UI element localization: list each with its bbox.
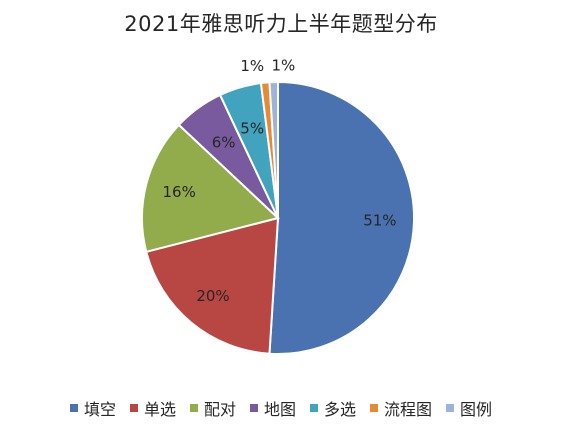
legend-item-配对: 配对 bbox=[189, 396, 236, 420]
slice-label-多选: 5% bbox=[240, 120, 264, 138]
slice-label-流程图: 1% bbox=[240, 57, 264, 75]
pie-slice-填空 bbox=[268, 80, 416, 355]
legend-label: 流程图 bbox=[384, 400, 433, 419]
legend-label: 图例 bbox=[460, 400, 493, 419]
slice-label-填空: 51% bbox=[363, 212, 396, 230]
legend-swatch bbox=[189, 404, 198, 412]
legend-swatch bbox=[249, 404, 258, 412]
legend-label: 填空 bbox=[83, 400, 116, 419]
legend-swatch bbox=[69, 404, 78, 412]
legend-label: 单选 bbox=[143, 400, 176, 419]
legend-swatch bbox=[370, 404, 379, 412]
chart-title: 2021年雅思听力上半年题型分布 bbox=[124, 12, 438, 36]
slice-label-配对: 16% bbox=[163, 183, 196, 201]
legend-item-图例: 图例 bbox=[446, 396, 492, 420]
legend-label: 多选 bbox=[324, 400, 357, 419]
slice-label-地图: 6% bbox=[212, 134, 236, 152]
legend-swatch bbox=[310, 404, 318, 412]
legend-swatch bbox=[446, 404, 455, 412]
legend-item-单选: 单选 bbox=[129, 396, 176, 420]
slice-label-单选: 20% bbox=[196, 287, 229, 305]
legend-item-流程图: 流程图 bbox=[370, 396, 432, 420]
legend: 填空 单选 配对 地图 多选 流程图 图例 bbox=[0, 396, 562, 420]
pie-slice-图例 bbox=[268, 80, 279, 219]
pie-slice-单选 bbox=[145, 216, 280, 355]
slice-label-图例: 1% bbox=[272, 57, 296, 75]
legend-swatch bbox=[129, 404, 138, 412]
legend-item-地图: 地图 bbox=[249, 396, 296, 420]
pie-slice-配对 bbox=[141, 123, 281, 254]
legend-label: 地图 bbox=[263, 400, 296, 419]
legend-item-填空: 填空 bbox=[69, 396, 116, 420]
legend-item-多选: 多选 bbox=[310, 396, 356, 420]
legend-label: 配对 bbox=[203, 400, 236, 419]
